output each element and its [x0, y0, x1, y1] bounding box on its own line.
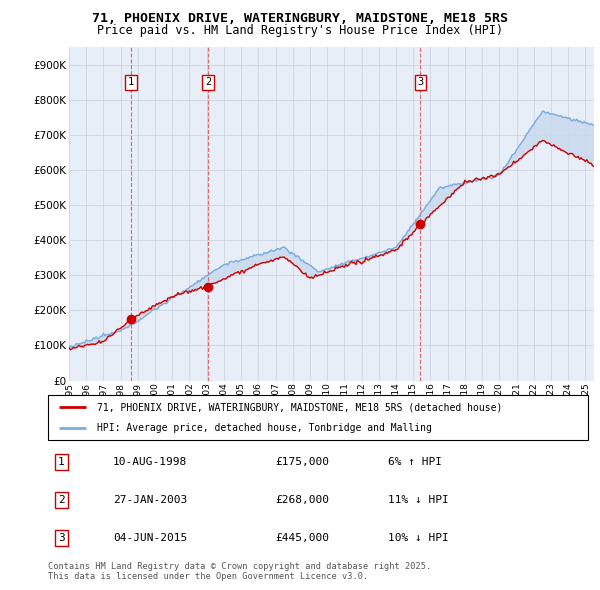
Text: 04-JUN-2015: 04-JUN-2015	[113, 533, 187, 543]
Text: 3: 3	[418, 77, 424, 87]
Text: 10% ↓ HPI: 10% ↓ HPI	[388, 533, 449, 543]
Text: 1: 1	[58, 457, 65, 467]
Text: 1: 1	[128, 77, 134, 87]
Text: 11% ↓ HPI: 11% ↓ HPI	[388, 495, 449, 505]
Text: HPI: Average price, detached house, Tonbridge and Malling: HPI: Average price, detached house, Tonb…	[97, 422, 431, 432]
Text: £445,000: £445,000	[275, 533, 329, 543]
Text: 71, PHOENIX DRIVE, WATERINGBURY, MAIDSTONE, ME18 5RS (detached house): 71, PHOENIX DRIVE, WATERINGBURY, MAIDSTO…	[97, 402, 502, 412]
Text: 2: 2	[205, 77, 211, 87]
Text: 2: 2	[58, 495, 65, 505]
FancyBboxPatch shape	[48, 395, 588, 440]
Text: 27-JAN-2003: 27-JAN-2003	[113, 495, 187, 505]
Text: 10-AUG-1998: 10-AUG-1998	[113, 457, 187, 467]
Text: 6% ↑ HPI: 6% ↑ HPI	[388, 457, 442, 467]
Text: 3: 3	[58, 533, 65, 543]
Text: 71, PHOENIX DRIVE, WATERINGBURY, MAIDSTONE, ME18 5RS: 71, PHOENIX DRIVE, WATERINGBURY, MAIDSTO…	[92, 12, 508, 25]
Text: £175,000: £175,000	[275, 457, 329, 467]
Text: £268,000: £268,000	[275, 495, 329, 505]
Text: Price paid vs. HM Land Registry's House Price Index (HPI): Price paid vs. HM Land Registry's House …	[97, 24, 503, 37]
Text: Contains HM Land Registry data © Crown copyright and database right 2025.
This d: Contains HM Land Registry data © Crown c…	[48, 562, 431, 581]
